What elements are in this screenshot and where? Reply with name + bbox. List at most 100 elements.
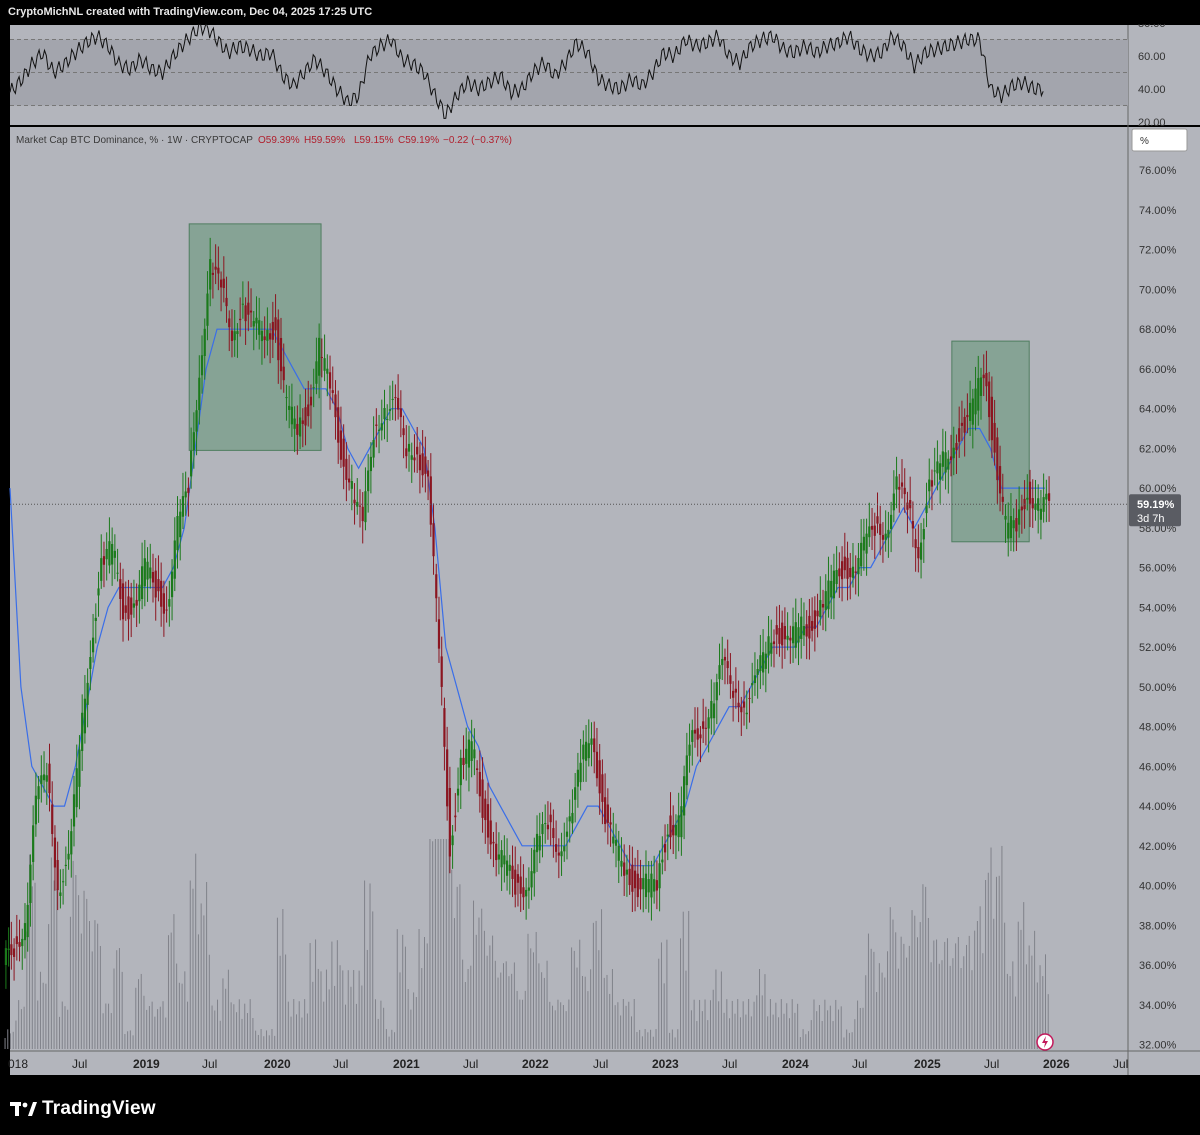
volume-bar xyxy=(486,955,488,1049)
volume-bar xyxy=(614,1005,616,1049)
candle xyxy=(535,833,539,853)
candle xyxy=(211,272,215,275)
volume-bar xyxy=(383,1007,385,1049)
volume-bar xyxy=(162,1001,164,1049)
volume-bar xyxy=(955,943,957,1049)
volume-bar xyxy=(718,1001,720,1049)
candle xyxy=(729,675,732,684)
candle xyxy=(394,397,397,399)
volume-bar xyxy=(960,968,962,1049)
price-axis-label: 72.00% xyxy=(1139,245,1177,257)
candle xyxy=(688,744,691,756)
candle xyxy=(326,368,329,374)
candle xyxy=(683,776,686,816)
volume-bar xyxy=(309,943,311,1049)
candle xyxy=(819,600,822,618)
candle xyxy=(192,432,195,451)
volume-bar xyxy=(524,990,526,1049)
volume-bar xyxy=(492,935,494,1049)
chart-area[interactable]: 80.00 60.00 40.00 20.00 76.00% 74.00% 72.00% 70… xyxy=(0,24,1200,1078)
volume-bar xyxy=(966,944,968,1049)
candle xyxy=(377,429,381,431)
candle xyxy=(549,814,552,823)
volume-bar xyxy=(775,1002,777,1049)
candle xyxy=(636,873,639,898)
candle xyxy=(184,491,187,498)
volume-bar xyxy=(897,968,899,1049)
candle xyxy=(12,948,16,957)
volume-bar xyxy=(445,839,447,1049)
price-axis-label: 68.00% xyxy=(1139,324,1177,336)
volume-bar xyxy=(685,970,687,1049)
candle xyxy=(345,458,348,480)
volume-bar xyxy=(690,1010,692,1049)
volume-bar xyxy=(976,920,978,1049)
volume-bar xyxy=(456,886,458,1049)
candle xyxy=(1001,496,1004,502)
candle xyxy=(241,303,244,305)
volume-bar xyxy=(331,941,333,1049)
candle xyxy=(870,525,874,530)
time-axis-label: Jul xyxy=(984,1057,999,1071)
candle xyxy=(418,454,422,471)
volume-bar xyxy=(974,930,976,1049)
time-axis-label: Jul xyxy=(722,1057,737,1071)
volume-bar xyxy=(377,1018,379,1049)
candle xyxy=(391,398,394,400)
volume-bar xyxy=(622,999,624,1049)
volume-bar xyxy=(178,982,180,1049)
candle xyxy=(783,626,786,640)
volume-bar xyxy=(481,908,483,1049)
volume-bar xyxy=(827,1010,829,1049)
highlight-box[interactable] xyxy=(188,223,322,451)
candle xyxy=(1031,498,1034,509)
volume-bar xyxy=(957,937,959,1049)
price-axis-label: 44.00% xyxy=(1139,801,1177,813)
candle xyxy=(32,825,35,862)
candle xyxy=(519,876,522,894)
volume-bar xyxy=(192,888,194,1049)
volume-bar xyxy=(372,911,374,1049)
volume-bar xyxy=(987,872,989,1049)
candle xyxy=(827,580,830,610)
candle xyxy=(143,558,146,587)
volume-bar xyxy=(568,999,570,1049)
candle xyxy=(484,798,487,821)
volume-bar xyxy=(388,1036,390,1049)
volume-bar xyxy=(565,1011,567,1049)
volume-bar xyxy=(693,999,695,1049)
volume-bar xyxy=(1009,976,1011,1049)
volume-bar xyxy=(287,1001,289,1049)
candle xyxy=(1026,497,1029,500)
candle xyxy=(187,487,190,493)
percent-scale-button[interactable] xyxy=(1131,128,1188,152)
candle xyxy=(255,317,258,324)
volume-bar xyxy=(197,934,199,1049)
volume-bar xyxy=(677,1029,679,1049)
price-axis-label: 62.00% xyxy=(1139,443,1177,455)
volume-bar xyxy=(916,937,918,1049)
current-price-label: 59.19% xyxy=(1137,499,1175,511)
volume-bar xyxy=(699,999,701,1049)
candle xyxy=(353,499,356,504)
candle xyxy=(405,448,408,457)
highlight-box[interactable] xyxy=(951,340,1030,543)
candle xyxy=(778,627,781,644)
candle xyxy=(906,502,909,510)
candle xyxy=(917,546,920,559)
candle xyxy=(699,734,702,739)
tradingview-logo[interactable]: TradingView xyxy=(10,1098,156,1120)
volume-bar xyxy=(617,1002,619,1049)
candle xyxy=(846,557,849,579)
candle xyxy=(887,529,890,538)
candle xyxy=(200,355,204,376)
candle xyxy=(595,751,599,779)
volume-bar xyxy=(325,969,327,1049)
volume-bar xyxy=(952,958,954,1049)
volume-bar xyxy=(404,946,406,1049)
candle xyxy=(48,763,51,794)
candle xyxy=(625,869,629,875)
candle xyxy=(94,617,97,621)
moving-average-line xyxy=(9,328,1045,867)
volume-bar xyxy=(91,951,93,1049)
